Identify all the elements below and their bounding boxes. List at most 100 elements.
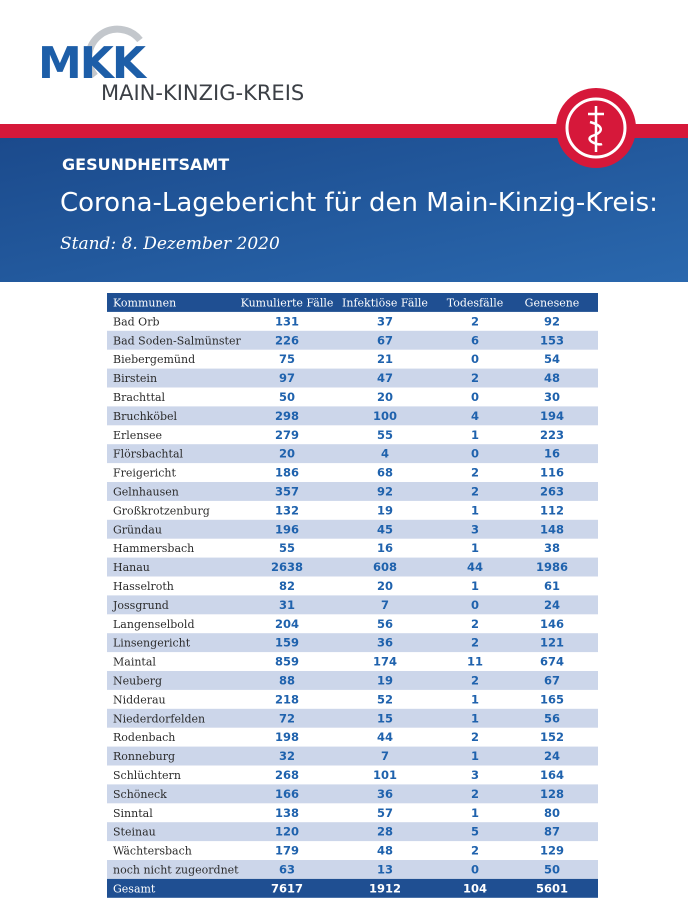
cell-name: Ronneburg	[113, 750, 175, 763]
cell-number: 100	[373, 409, 397, 423]
cell-number: 159	[275, 636, 299, 650]
cell-number: 279	[275, 428, 299, 442]
cell-number: 5601	[536, 881, 568, 895]
cell-name: Biebergemünd	[113, 353, 195, 366]
cell-number: 7	[381, 598, 389, 612]
cell-number: 2	[471, 466, 479, 480]
table: Kommunen Kumulierte Fälle Infektiöse Fälle…	[107, 293, 598, 898]
cell-number: 56	[377, 617, 393, 631]
cell-number: 7617	[271, 881, 303, 895]
cell-number: 268	[275, 768, 299, 782]
cell-number: 80	[544, 806, 560, 820]
cell-number: 357	[275, 484, 299, 498]
cell-number: 226	[275, 333, 299, 347]
body-row	[107, 708, 598, 728]
body-row	[107, 368, 598, 388]
cell-number: 21	[377, 352, 393, 366]
cell-name: noch nicht zugeordnet	[113, 863, 239, 876]
cell-number: 4	[381, 447, 389, 461]
title: Corona-Lagebericht für den Main-Kinzig-K…	[60, 188, 658, 218]
cell-number: 2	[471, 730, 479, 744]
cell-number: 179	[275, 844, 299, 858]
cell-number: 57	[377, 806, 393, 820]
cell-number: 1	[471, 541, 479, 555]
cell-number: 131	[275, 314, 299, 328]
cell-number: 54	[544, 352, 560, 366]
cell-number: 116	[540, 466, 564, 480]
cell-number: 63	[279, 862, 295, 876]
cell-number: 38	[544, 541, 560, 555]
cell-number: 204	[275, 617, 299, 631]
cell-number: 1	[471, 711, 479, 725]
cell-number: 44	[467, 560, 483, 574]
cell-number: 36	[377, 787, 393, 801]
cell-number: 101	[373, 768, 397, 782]
cell-number: 2638	[271, 560, 303, 574]
body-row	[107, 822, 598, 842]
cell-name: Jossgrund	[112, 599, 169, 612]
cell-number: 55	[377, 428, 393, 442]
cell-number: 24	[544, 749, 560, 763]
cell-number: Kumulierte Fälle	[241, 296, 334, 309]
cell-number: 0	[471, 598, 479, 612]
cell-number: 5	[471, 825, 479, 839]
cell-number: 1	[471, 692, 479, 706]
cell-name: Brachttal	[113, 391, 166, 404]
cell-number: 2	[471, 844, 479, 858]
logo-ring	[85, 25, 143, 79]
cell-number: 2	[471, 673, 479, 687]
cell-number: 28	[377, 825, 393, 839]
cell-number: 223	[540, 428, 564, 442]
cell-name: Wächtersbach	[113, 845, 192, 858]
cell-number: 1	[471, 579, 479, 593]
cell-number: 121	[540, 636, 564, 650]
body-row	[107, 633, 598, 653]
cell-number: 194	[540, 409, 564, 423]
cell-number: 1	[471, 428, 479, 442]
cell-name: Erlensee	[113, 429, 162, 442]
cell-number: 67	[377, 333, 393, 347]
body-row	[107, 784, 598, 804]
cell-name: Niederdorfelden	[113, 712, 205, 725]
cell-number: 138	[275, 806, 299, 820]
department: GESUNDHEITSAMT	[62, 155, 229, 174]
cell-name: Bad Soden-Salmünster	[113, 334, 241, 347]
cell-number: 36	[377, 636, 393, 650]
cell-number: 50	[279, 390, 295, 404]
cell-number: 44	[377, 730, 393, 744]
cell-number: 859	[275, 655, 299, 669]
cell-name: Freigericht	[113, 467, 176, 480]
cell-name: Gelnhausen	[113, 485, 179, 498]
cell-number: 52	[377, 692, 393, 706]
cell-number: 75	[279, 352, 295, 366]
date: Stand: 8. Dezember 2020	[60, 234, 280, 254]
logo-name: MAIN-KINZIG-KREIS	[101, 81, 304, 105]
cell-number: 67	[544, 673, 560, 687]
cell-number: 152	[540, 730, 564, 744]
cell-number: 56	[544, 711, 560, 725]
logo-mark: MKK	[38, 38, 148, 89]
cell-name: Nidderau	[113, 693, 166, 706]
cell-number: 2	[471, 617, 479, 631]
cell-name: Rodenbach	[113, 731, 175, 744]
cell-number: 148	[540, 522, 564, 536]
body-row	[107, 595, 598, 615]
header-row	[107, 293, 598, 312]
cell-number: 16	[544, 447, 560, 461]
cell-number: 50	[544, 862, 560, 876]
cell-number: 68	[377, 466, 393, 480]
cell-number: Genesene	[525, 296, 580, 309]
red-stripe	[0, 124, 688, 138]
cell-number: 37	[377, 314, 393, 328]
cell-number: 7	[381, 749, 389, 763]
body-row	[107, 482, 598, 501]
cell-number: 15	[377, 711, 393, 725]
cell-name: Neuberg	[113, 674, 162, 687]
total-row	[107, 878, 598, 898]
cell-number: 128	[540, 787, 564, 801]
cell-number: 196	[275, 522, 299, 536]
cell-name: Gründau	[113, 523, 162, 536]
body-row	[107, 330, 598, 350]
cell-name: Hasselroth	[113, 580, 174, 593]
cell-name: Großkrotzenburg	[113, 504, 210, 517]
